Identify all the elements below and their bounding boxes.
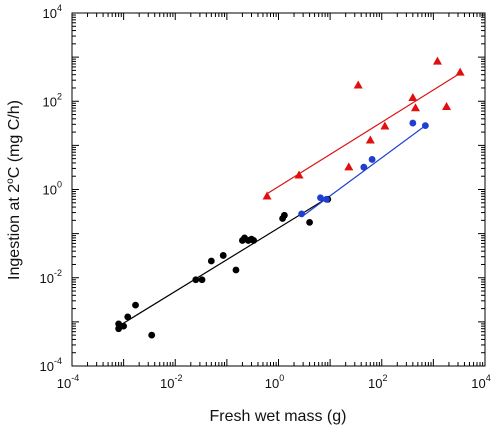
data-point-triangle [410, 103, 420, 112]
x-axis-label: Fresh wet mass (g) [210, 408, 347, 425]
y-tick-label: 10-4 [40, 356, 62, 374]
y-axis-label-main: Ingestion at 2 [6, 184, 23, 280]
data-point-triangle [380, 121, 390, 130]
data-point-circle [280, 211, 288, 219]
fit-lines [118, 72, 461, 327]
y-tick-label: 104 [43, 3, 62, 21]
data-points [115, 56, 465, 339]
fit-line [301, 125, 426, 218]
data-point-circle [124, 313, 132, 321]
plot-frame [71, 12, 486, 367]
data-point-circle [120, 322, 128, 330]
data-point-circle [219, 252, 227, 259]
data-point-circle [421, 122, 429, 130]
data-point-circle [207, 257, 215, 265]
y-axis-label-tail: C (mg C/h) [6, 100, 23, 178]
data-point-circle [323, 195, 330, 203]
data-point-circle [298, 210, 305, 218]
data-point-circle [132, 301, 139, 309]
y-tick-label: 102 [43, 91, 62, 109]
y-tick-label: 10-2 [40, 268, 62, 286]
data-point-circle [360, 163, 368, 171]
data-point-circle [192, 276, 200, 284]
x-tick-label: 10-4 [57, 373, 79, 391]
data-point-circle [148, 331, 156, 339]
y-axis-label: Ingestion at 2oC (mg C/h) [5, 100, 23, 280]
data-point-circle [317, 194, 324, 202]
plot-area-border [71, 12, 486, 367]
data-point-circle [232, 266, 240, 274]
data-point-triangle [353, 80, 363, 89]
data-point-triangle [455, 67, 465, 76]
x-tick-label: 100 [265, 373, 284, 391]
x-tick-label: 102 [368, 373, 387, 391]
data-point-triangle [365, 135, 375, 144]
data-point-triangle [294, 170, 304, 179]
fit-line [266, 72, 461, 195]
fit-line [118, 197, 329, 327]
data-point-circle [250, 237, 258, 244]
x-tick-label: 104 [471, 373, 490, 391]
data-point-circle [115, 325, 123, 333]
y-axis-label-degree: o [5, 178, 16, 184]
y-tick-label: 100 [43, 180, 62, 198]
data-point-triangle [432, 56, 442, 65]
x-tick-label: 10-2 [160, 373, 182, 391]
axis-ticks: 10-4 10-2 100 102 104 10-4 10-2 100 102 104 [40, 3, 491, 391]
data-point-circle [198, 276, 206, 284]
data-point-circle [409, 119, 417, 127]
data-point-triangle [442, 101, 452, 110]
data-point-circle [306, 218, 313, 226]
data-point-triangle [262, 191, 272, 200]
data-point-triangle [408, 92, 418, 101]
data-point-triangle [344, 162, 354, 171]
data-point-circle [368, 156, 376, 163]
